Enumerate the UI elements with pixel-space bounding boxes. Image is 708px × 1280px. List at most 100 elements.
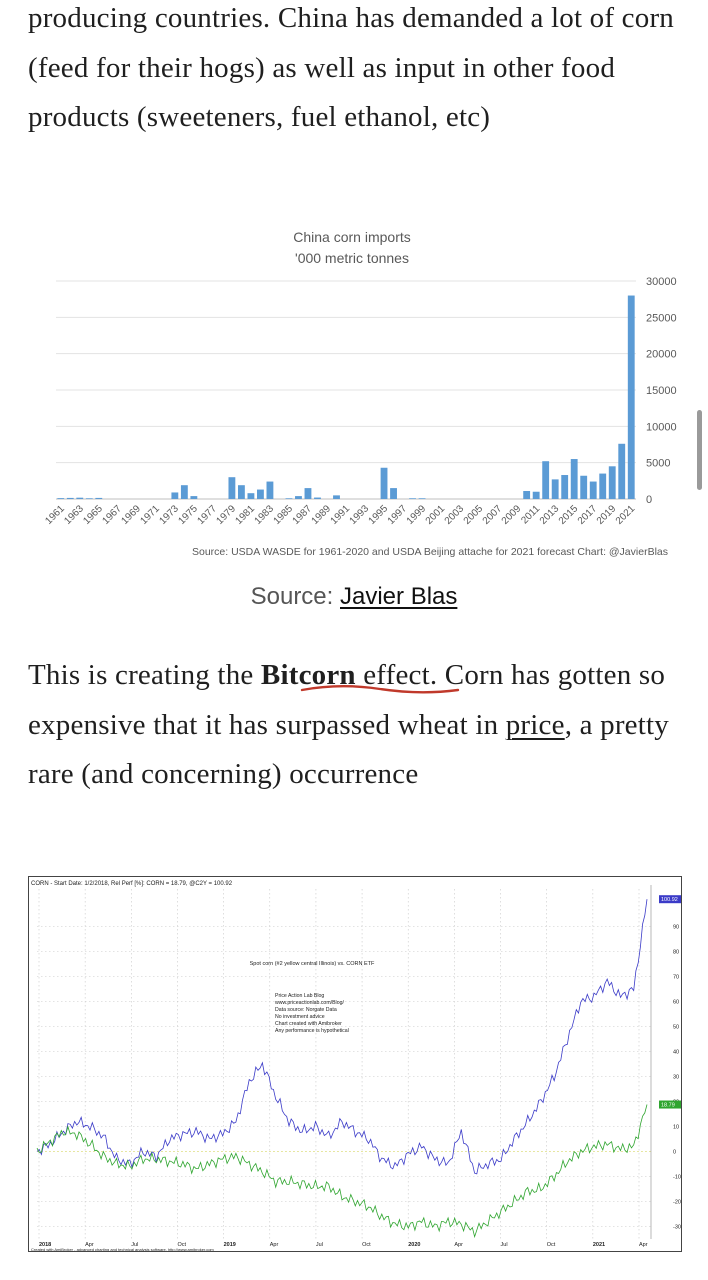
bar xyxy=(532,491,540,499)
bar xyxy=(171,492,179,499)
last-value-badge xyxy=(659,895,681,904)
x-tick-label: Jul xyxy=(501,1242,508,1248)
x-tick-label: 2007 xyxy=(481,503,505,527)
bar xyxy=(618,443,626,499)
bar xyxy=(409,498,416,499)
bar xyxy=(542,461,550,499)
chart-title: China corn imports xyxy=(293,229,411,245)
bar xyxy=(76,497,84,499)
corn-vs-spot-chart: CORN - Start Date: 1/2/2018, Rel Perf [%… xyxy=(28,876,682,1252)
paragraph-china-demand: producing countries. China has demanded … xyxy=(28,0,688,143)
x-tick-label: 1999 xyxy=(405,503,429,527)
series-line xyxy=(36,1104,648,1239)
x-tick-label: Jul xyxy=(316,1242,323,1248)
x-tick-label: 2017 xyxy=(576,503,600,527)
y-tick-label: 0 xyxy=(673,1150,676,1156)
x-tick-label: 1973 xyxy=(157,503,181,527)
x-tick-label: 1995 xyxy=(367,503,391,527)
bar xyxy=(228,477,236,499)
y-tick-label: 70 xyxy=(673,975,679,981)
bar xyxy=(190,496,198,499)
x-tick-label: 2009 xyxy=(500,503,524,527)
y-tick-label: -30 xyxy=(673,1225,681,1231)
caption-author-link[interactable]: Javier Blas xyxy=(340,583,458,610)
bar xyxy=(66,497,74,499)
y-tick-label: 5000 xyxy=(646,458,670,470)
bar xyxy=(627,295,635,499)
caption-prefix: Source: xyxy=(250,583,340,610)
x-tick-label: Oct xyxy=(177,1242,186,1248)
y-tick-label: 40 xyxy=(673,1050,679,1056)
x-tick-label: 1963 xyxy=(62,503,86,527)
series-line xyxy=(36,899,648,1175)
bar xyxy=(85,498,93,499)
y-tick-label: -10 xyxy=(673,1175,681,1181)
x-tick-label: 2020 xyxy=(408,1242,420,1248)
x-tick-label: 2005 xyxy=(462,503,486,527)
x-tick-label: 2018 xyxy=(39,1242,51,1248)
y-tick-label: 80 xyxy=(673,950,679,956)
chart-notes-title: Spot corn (#2 yellow central Illinois) v… xyxy=(250,961,375,967)
x-tick-label: Apr xyxy=(454,1242,463,1248)
chart-note-line: Any performance is hypothetical xyxy=(275,1028,349,1034)
scrollbar-thumb[interactable] xyxy=(697,410,702,490)
x-tick-label: 1975 xyxy=(176,503,200,527)
bar xyxy=(295,496,302,499)
x-tick-label: 1961 xyxy=(43,503,67,527)
bar xyxy=(580,475,588,499)
bar xyxy=(523,491,531,499)
x-tick-label: 1971 xyxy=(138,503,162,527)
x-tick-label: 1965 xyxy=(81,503,105,527)
x-tick-label: Apr xyxy=(270,1242,279,1248)
bar xyxy=(561,475,569,499)
x-tick-label: 2019 xyxy=(224,1242,236,1248)
last-value-label: 18.79 xyxy=(661,1103,675,1109)
paragraph-text: producing countries. China has demanded … xyxy=(28,2,675,133)
bar xyxy=(333,495,340,499)
x-tick-label: 1967 xyxy=(100,503,124,527)
chart-note-line: Data source: Norgate Data xyxy=(275,1007,337,1013)
y-tick-label: 30000 xyxy=(646,276,677,288)
y-tick-label: 60 xyxy=(673,1000,679,1006)
x-tick-label: Apr xyxy=(639,1242,648,1248)
bar xyxy=(599,473,607,499)
price-link[interactable]: price xyxy=(505,708,565,741)
y-tick-label: 25000 xyxy=(646,312,677,324)
x-tick-label: Oct xyxy=(362,1242,371,1248)
x-tick-label: 2011 xyxy=(519,503,542,526)
x-tick-label: 1991 xyxy=(329,503,353,527)
bar xyxy=(608,466,616,499)
bar xyxy=(237,485,245,499)
x-tick-label: 1985 xyxy=(272,503,296,527)
bar xyxy=(551,479,559,499)
paragraph-text-start: This is creating the xyxy=(28,659,261,691)
chart-note-line: www.priceactionlab.com/Blog/ xyxy=(275,1000,344,1006)
paragraph-text-middle: effect. Corn has gotten so expensive tha… xyxy=(28,659,666,741)
bar xyxy=(266,481,274,499)
chart-note-line: No investment advice xyxy=(275,1014,325,1020)
x-tick-label: 2021 xyxy=(593,1242,605,1248)
bar xyxy=(304,488,312,499)
x-tick-label: 2001 xyxy=(424,503,448,527)
x-tick-label: 2013 xyxy=(538,503,562,527)
image-caption: Source: Javier Blas xyxy=(0,583,708,611)
x-tick-label: 1987 xyxy=(291,503,315,527)
x-tick-label: Apr xyxy=(85,1242,94,1248)
chart-note-line: Price Action Lab Blog xyxy=(275,993,324,999)
x-tick-label: 1981 xyxy=(234,503,258,527)
bar xyxy=(390,488,397,499)
x-tick-label: 2015 xyxy=(557,503,581,527)
x-tick-label: 1977 xyxy=(195,503,219,527)
last-value-label: 100.92 xyxy=(661,897,678,903)
bar xyxy=(180,485,188,499)
bar xyxy=(247,493,255,499)
y-tick-label: 10 xyxy=(673,1125,679,1131)
y-tick-label: -20 xyxy=(673,1200,681,1206)
y-tick-label: 50 xyxy=(673,1025,679,1031)
bar xyxy=(285,498,293,499)
chart-header: CORN - Start Date: 1/2/2018, Rel Perf [%… xyxy=(31,881,233,887)
chart-subtitle: '000 metric tonnes xyxy=(295,250,409,266)
y-tick-label: 15000 xyxy=(646,385,677,397)
x-tick-label: 2019 xyxy=(595,503,619,527)
x-tick-label: 1993 xyxy=(348,503,372,527)
